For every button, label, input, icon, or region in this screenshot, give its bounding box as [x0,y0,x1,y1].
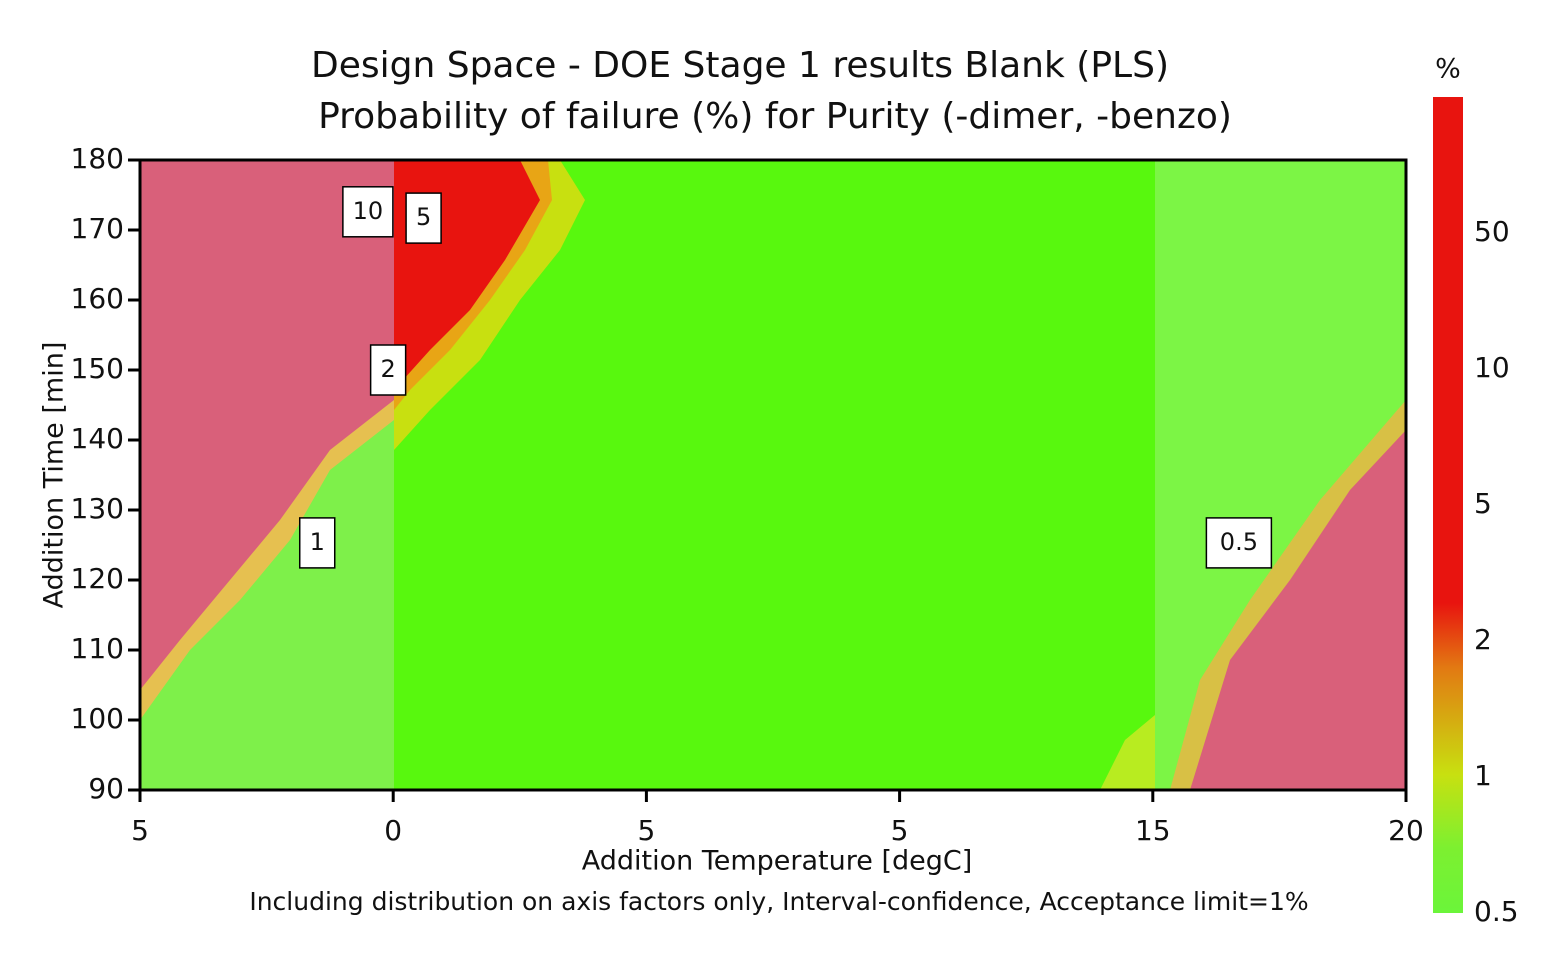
y-axis-label: Addition Time [min] [39,342,70,609]
contour-label: 10 [353,197,384,225]
colorbar-tick-label: 0.5 [1474,895,1519,928]
colorbar-tick-label: 5 [1474,487,1492,520]
x-tick-label: 5 [891,814,909,847]
y-tick-label: 130 [71,492,124,525]
x-tick-label: 5 [637,814,655,847]
y-tick-label: 100 [71,702,124,735]
chart-title: Design Space - DOE Stage 1 results Blank… [311,45,1169,86]
x-tick-label: 20 [1388,814,1424,847]
colorbar-tick-label: 50 [1474,215,1510,248]
y-tick-label: 140 [71,422,124,455]
colorbar-tick-label: 2 [1474,623,1492,656]
y-tick-label: 160 [71,282,124,315]
colorbar-tick-label: 10 [1474,351,1510,384]
y-tick-label: 120 [71,562,124,595]
contour-label-box [1205,517,1273,569]
chart-subtitle: Probability of failure (%) for Purity (-… [318,96,1232,137]
contour-label-box [405,192,442,244]
contour-label: 1 [310,528,325,556]
x-tick-label: 0 [384,814,402,847]
y-tick-label: 150 [71,352,124,385]
colorbar-tick-label: 1 [1474,759,1492,792]
y-tick-label: 170 [71,212,124,245]
y-tick-label: 90 [88,772,124,805]
contour-field [140,160,1406,790]
footnote: Including distribution on axis factors o… [249,887,1308,916]
contour-label-box [342,186,394,238]
y-tick-label: 110 [71,632,124,665]
y-tick-label: 180 [71,142,124,175]
colorbar [1433,97,1463,913]
contour-label: 5 [416,203,431,231]
contour-label-box [369,344,407,396]
x-axis-label: Addition Temperature [degC] [582,846,973,877]
x-tick-label: 15 [1135,814,1171,847]
colorbar-label: % [1435,54,1461,85]
contour-label: 0.5 [1220,528,1258,556]
plot-frame [138,158,1408,792]
contour-label: 2 [380,355,395,383]
contour-label-box [298,517,336,569]
x-tick-label: 5 [131,814,149,847]
